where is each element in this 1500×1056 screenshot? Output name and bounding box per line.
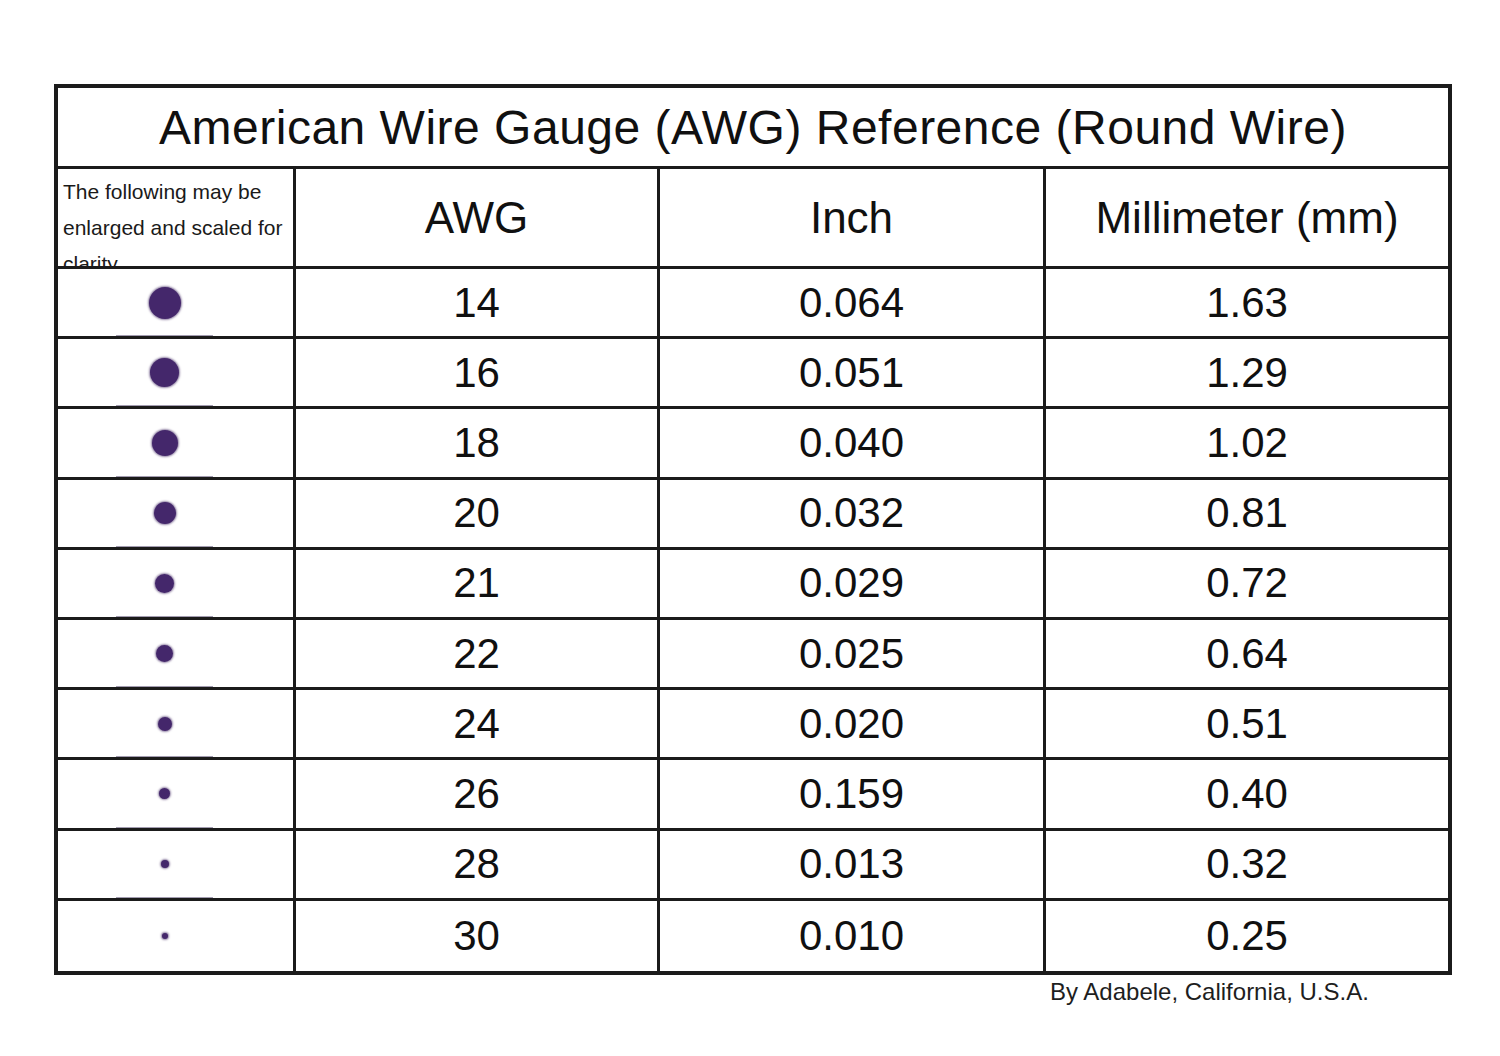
credit-text: By Adabele, California, U.S.A. [1050, 978, 1369, 1006]
wire-dot-cell [58, 339, 296, 409]
awg-value: 20 [296, 480, 660, 550]
inch-value: 0.064 [660, 269, 1046, 339]
awg-value: 18 [296, 409, 660, 479]
mm-value: 0.64 [1046, 620, 1448, 690]
mm-value: 0.32 [1046, 831, 1448, 901]
inch-value: 0.051 [660, 339, 1046, 409]
mm-value: 0.25 [1046, 901, 1448, 971]
table-title: American Wire Gauge (AWG) Reference (Rou… [58, 88, 1448, 169]
mm-value: 1.63 [1046, 269, 1448, 339]
inch-value: 0.013 [660, 831, 1046, 901]
mm-value: 0.51 [1046, 690, 1448, 760]
inch-value: 0.025 [660, 620, 1046, 690]
mm-value: 0.72 [1046, 550, 1448, 620]
wire-size-dot [159, 788, 170, 799]
mm-value: 0.81 [1046, 480, 1448, 550]
awg-value: 21 [296, 550, 660, 620]
wire-dot-cell [58, 901, 296, 971]
awg-reference-table: American Wire Gauge (AWG) Reference (Rou… [54, 84, 1452, 975]
wire-dot-cell [58, 760, 296, 830]
inch-value: 0.032 [660, 480, 1046, 550]
wire-size-dot [156, 645, 173, 662]
column-header-awg: AWG [296, 169, 660, 269]
awg-value: 16 [296, 339, 660, 409]
awg-value: 22 [296, 620, 660, 690]
inch-value: 0.159 [660, 760, 1046, 830]
page: American Wire Gauge (AWG) Reference (Rou… [0, 0, 1500, 1056]
wire-size-dot [154, 502, 176, 524]
mm-value: 1.02 [1046, 409, 1448, 479]
column-header-mm: Millimeter (mm) [1046, 169, 1448, 269]
inch-value: 0.040 [660, 409, 1046, 479]
wire-dot-cell [58, 409, 296, 479]
wire-size-dot [161, 860, 169, 868]
wire-size-dot [152, 430, 178, 456]
wire-dot-cell [58, 620, 296, 690]
inch-value: 0.020 [660, 690, 1046, 760]
wire-size-dot [155, 574, 174, 593]
wire-dot-cell [58, 550, 296, 620]
awg-value: 26 [296, 760, 660, 830]
awg-value: 24 [296, 690, 660, 760]
mm-value: 0.40 [1046, 760, 1448, 830]
wire-dot-cell [58, 831, 296, 901]
note-cell: The following may be enlarged and scaled… [58, 169, 296, 269]
wire-dot-cell [58, 480, 296, 550]
wire-size-dot [158, 717, 172, 731]
wire-dot-cell [58, 690, 296, 760]
mm-value: 1.29 [1046, 339, 1448, 409]
wire-size-dot [149, 287, 181, 319]
awg-value: 28 [296, 831, 660, 901]
awg-value: 14 [296, 269, 660, 339]
inch-value: 0.010 [660, 901, 1046, 971]
wire-size-dot [150, 358, 179, 387]
column-header-inch: Inch [660, 169, 1046, 269]
wire-dot-cell [58, 269, 296, 339]
wire-size-dot [162, 933, 168, 939]
inch-value: 0.029 [660, 550, 1046, 620]
awg-value: 30 [296, 901, 660, 971]
